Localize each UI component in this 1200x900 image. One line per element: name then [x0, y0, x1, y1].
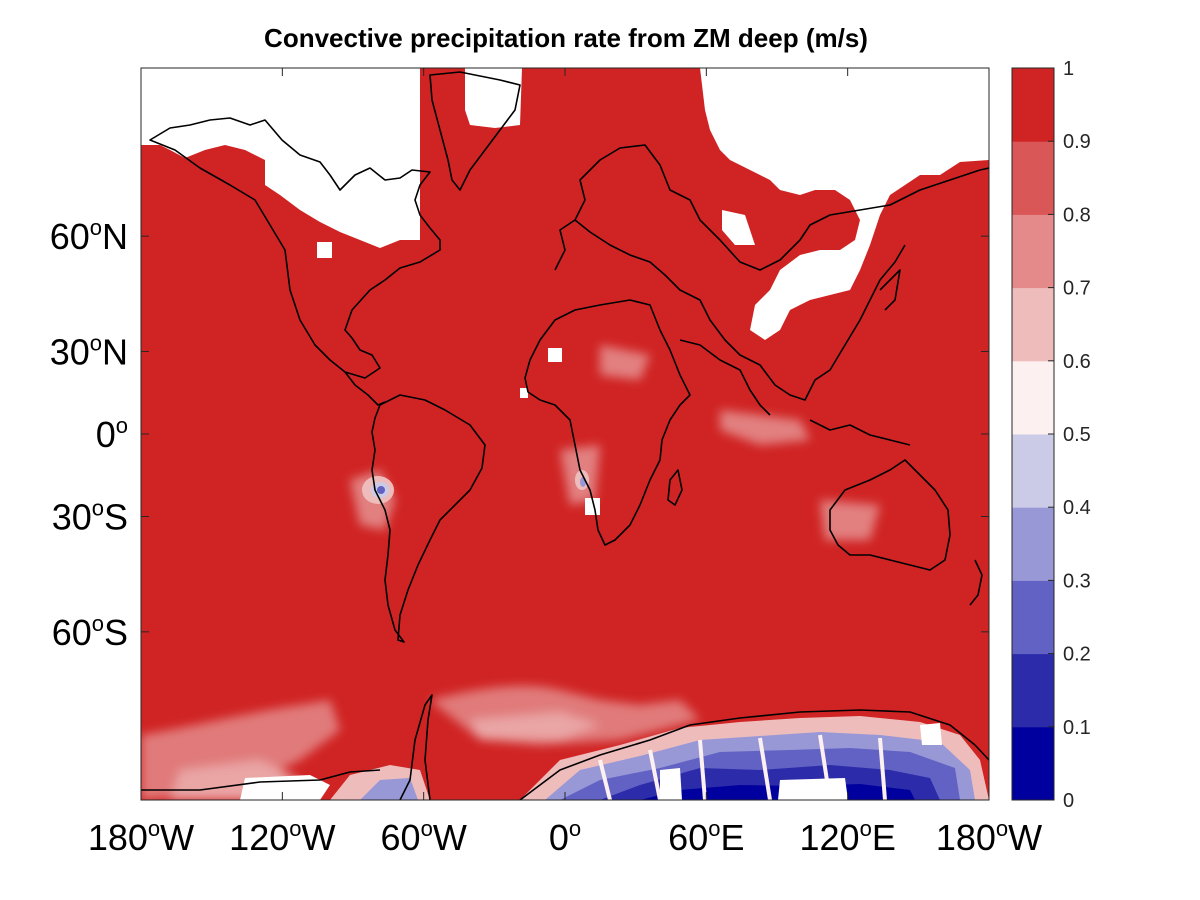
colorbar-tick-label: 0.8 — [1063, 204, 1091, 226]
coastline-africa — [524, 299, 691, 546]
coastline-new-zealand — [969, 559, 983, 606]
tropical-patch — [600, 345, 650, 380]
colorbar-tick-label: 0.9 — [1063, 131, 1091, 153]
x-tick-label: 0o — [549, 816, 581, 858]
colorbar-level — [1012, 507, 1054, 581]
coastline-south-asia — [679, 339, 771, 416]
tropical-patch — [820, 500, 880, 540]
tropical-field — [350, 345, 880, 540]
x-axis-ticks: 180oW 120oW 60oW 0o 60oE 120oE 180oW — [88, 68, 1042, 858]
colorbar-level — [1012, 580, 1054, 655]
x-tick-label: 120oW — [229, 816, 335, 858]
colorbar-tick-label: 0.7 — [1063, 278, 1091, 300]
antarctic-streaks — [598, 734, 887, 800]
southern-ocean-patch — [470, 712, 600, 740]
antarctic-missing — [778, 778, 848, 800]
x-tick-label: 60oW — [381, 816, 467, 858]
tropical-patch — [720, 410, 810, 445]
coastline-antarctica — [141, 694, 989, 800]
x-tick-label: 120oE — [799, 816, 895, 858]
y-tick-label: 30oN — [50, 330, 128, 372]
colorbar-tick-label: 0.3 — [1063, 570, 1091, 592]
y-tick-label: 0o — [96, 413, 128, 455]
southern-ocean-field — [141, 685, 700, 800]
coastlines — [141, 71, 989, 800]
x-tick-label: 180oW — [936, 816, 1042, 858]
greenland-missing — [465, 68, 522, 128]
y-axis-ticks: 60oN 30oN 0o 30oS 60oS — [50, 215, 989, 653]
y-tick-label: 60oN — [50, 215, 128, 257]
coastline-eurasia-north — [554, 144, 989, 271]
antarctic-missing — [660, 768, 682, 800]
colorbar-tick-label: 0.6 — [1063, 351, 1091, 373]
chart-title: Convective precipitation rate from ZM de… — [264, 23, 868, 53]
siberia-missing — [722, 210, 755, 245]
small-missing-cell — [548, 348, 562, 362]
x-tick-label: 180oW — [88, 816, 194, 858]
map-plot-area — [141, 68, 989, 800]
colorbar-level — [1012, 360, 1054, 435]
colorbar-tick-label: 0.1 — [1063, 717, 1091, 739]
colorbar-tick-label: 0.2 — [1063, 644, 1091, 666]
small-missing-cell — [317, 242, 332, 258]
colorbar-level — [1012, 434, 1054, 508]
small-missing-cell — [520, 388, 528, 398]
colorbar-tick-label: 0 — [1063, 790, 1074, 812]
andes-patch — [377, 486, 385, 494]
colorbar-tick-label: 0.5 — [1063, 424, 1091, 446]
colorbar-level — [1012, 68, 1054, 142]
colorbar: 1 0.9 0.8 0.7 0.6 0.5 0.4 0.3 0.2 0.1 0 — [1011, 58, 1091, 812]
coastline-australia — [829, 459, 951, 571]
coastline-greenland — [429, 71, 521, 191]
small-missing-cell — [585, 498, 600, 515]
colorbar-level — [1012, 653, 1054, 728]
y-tick-label: 60oS — [52, 611, 128, 653]
y-tick-label: 30oS — [52, 496, 128, 538]
coastline-indonesia — [809, 419, 911, 446]
colorbar-level — [1012, 141, 1054, 215]
x-tick-label: 60oE — [668, 816, 744, 858]
antarctic-missing — [920, 723, 942, 745]
colorbar-level — [1012, 726, 1054, 801]
missing-regions — [141, 68, 989, 800]
coastline-madagascar — [667, 469, 683, 506]
coastline-eurasia-south — [574, 219, 906, 401]
colorbar-tick-label: 0.4 — [1063, 497, 1091, 519]
siberia-missing — [700, 68, 989, 340]
colorbar-level — [1012, 287, 1054, 362]
colorbar-tick-label: 1 — [1063, 58, 1074, 80]
coastline-north-america — [149, 117, 441, 379]
antarctic-missing — [240, 775, 330, 800]
colorbar-level — [1012, 214, 1054, 289]
canadian-arctic-missing — [141, 68, 420, 248]
coastline-south-america — [371, 394, 486, 643]
coastline-japan — [879, 269, 901, 311]
